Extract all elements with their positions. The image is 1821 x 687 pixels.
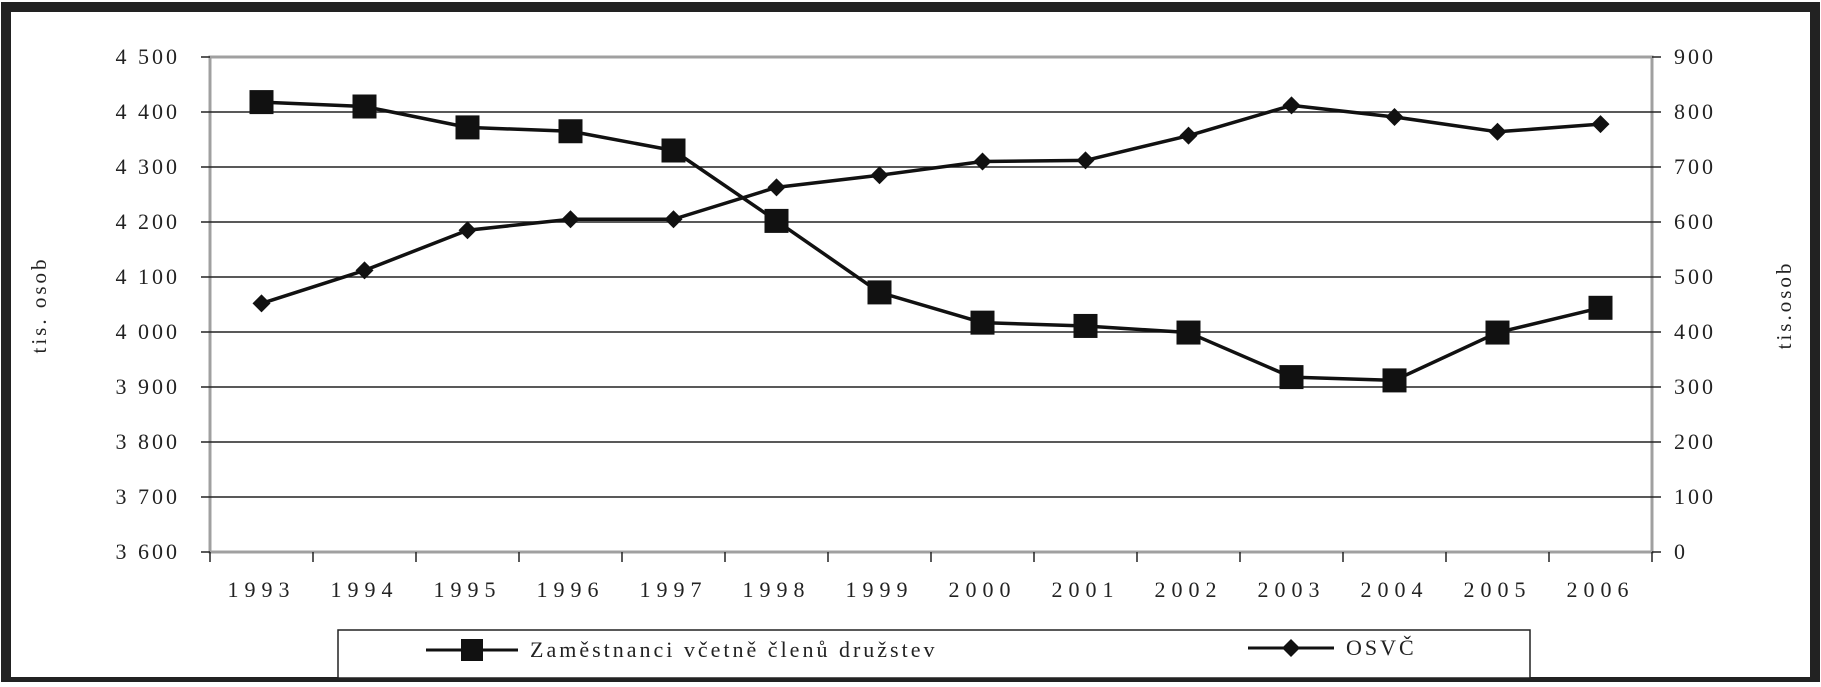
data-point-diamond xyxy=(252,294,271,313)
data-point-square xyxy=(661,138,686,163)
data-point-square xyxy=(1176,320,1201,345)
data-point-square xyxy=(1588,295,1613,320)
legend-marker-diamond xyxy=(1282,639,1300,657)
data-point-diamond xyxy=(767,178,786,197)
data-point-square xyxy=(867,280,892,305)
legend-label-series-1: Zaměstnanci včetně členů družstev xyxy=(530,637,937,662)
series xyxy=(249,90,1613,393)
x-tick-label: 2001 xyxy=(1052,577,1120,602)
x-tick-label: 1995 xyxy=(434,577,502,602)
data-point-diamond xyxy=(458,221,477,240)
data-point-diamond xyxy=(1385,107,1404,126)
legend-box xyxy=(337,629,1531,679)
legend: Zaměstnanci včetně členů družstev OSVČ xyxy=(337,629,1531,679)
y-right-tick-label: 500 xyxy=(1674,264,1716,289)
data-point-diamond xyxy=(973,152,992,171)
x-tick-label: 2006 xyxy=(1567,577,1635,602)
series-line-2 xyxy=(260,103,1601,306)
y-right-tick-label: 600 xyxy=(1674,209,1716,234)
data-point-square xyxy=(1382,368,1407,393)
legend-marker-square xyxy=(461,639,483,661)
y-left-tick-label: 4 500 xyxy=(116,44,181,69)
y-left-tick-label: 3 700 xyxy=(116,484,181,509)
data-point-diamond xyxy=(1076,151,1095,170)
y-right-tick-label: 900 xyxy=(1674,44,1716,69)
data-point-diamond xyxy=(561,210,580,229)
y-left-tick-label: 3 900 xyxy=(116,374,181,399)
y-right-tick-label: 0 xyxy=(1674,539,1688,564)
x-tick-label: 1996 xyxy=(537,577,605,602)
y-right-tick-label: 100 xyxy=(1674,484,1716,509)
plot-area xyxy=(208,55,1654,554)
x-tick-label: 2003 xyxy=(1258,577,1326,602)
y-left-tick-label: 4 100 xyxy=(116,264,181,289)
legend-label-series-2: OSVČ xyxy=(1346,635,1417,660)
axes xyxy=(201,56,1661,562)
y-left-tick-label: 4 400 xyxy=(116,99,181,124)
x-tick-label: 2005 xyxy=(1464,577,1532,602)
data-point-diamond xyxy=(1488,122,1507,141)
y-left-tick-label: 3 600 xyxy=(116,539,181,564)
data-point-diamond xyxy=(664,210,683,229)
data-point-square xyxy=(1485,320,1510,345)
y-left-tick-label: 3 800 xyxy=(116,429,181,454)
x-tick-label: 1998 xyxy=(743,577,811,602)
data-point-square xyxy=(455,115,480,140)
y-right-tick-label: 300 xyxy=(1674,374,1716,399)
x-tick-label: 2002 xyxy=(1155,577,1223,602)
data-point-square xyxy=(1073,313,1098,338)
data-point-diamond xyxy=(1282,96,1301,115)
y-right-tick-label: 700 xyxy=(1674,154,1716,179)
x-tick-label: 1993 xyxy=(228,577,296,602)
data-point-square xyxy=(764,208,789,233)
x-tick-label: 1994 xyxy=(331,577,399,602)
y-right-tick-label: 800 xyxy=(1674,99,1716,124)
gridlines xyxy=(210,111,1652,498)
data-point-square xyxy=(970,310,995,335)
x-tick-label: 1999 xyxy=(846,577,914,602)
y-right-tick-label: 400 xyxy=(1674,319,1716,344)
y-axis-left-title: tis. osob xyxy=(27,256,51,353)
y-left-tick-label: 4 000 xyxy=(116,319,181,344)
data-point-diamond xyxy=(355,261,374,280)
data-point-diamond xyxy=(1591,115,1610,134)
data-point-square xyxy=(352,94,377,119)
data-point-square xyxy=(558,119,583,144)
series-line-1 xyxy=(261,100,1601,383)
x-tick-label: 2000 xyxy=(949,577,1017,602)
y-left-tick-label: 4 300 xyxy=(116,154,181,179)
x-tick-label: 1997 xyxy=(640,577,708,602)
data-point-diamond xyxy=(870,166,889,185)
y-left-tick-label: 4 200 xyxy=(116,209,181,234)
data-point-square xyxy=(249,90,274,115)
y-right-tick-label: 200 xyxy=(1674,429,1716,454)
data-point-square xyxy=(1279,365,1304,390)
y-axis-right-title: tis.osob xyxy=(1772,261,1796,350)
x-tick-label: 2004 xyxy=(1361,577,1429,602)
data-point-diamond xyxy=(1179,126,1198,145)
